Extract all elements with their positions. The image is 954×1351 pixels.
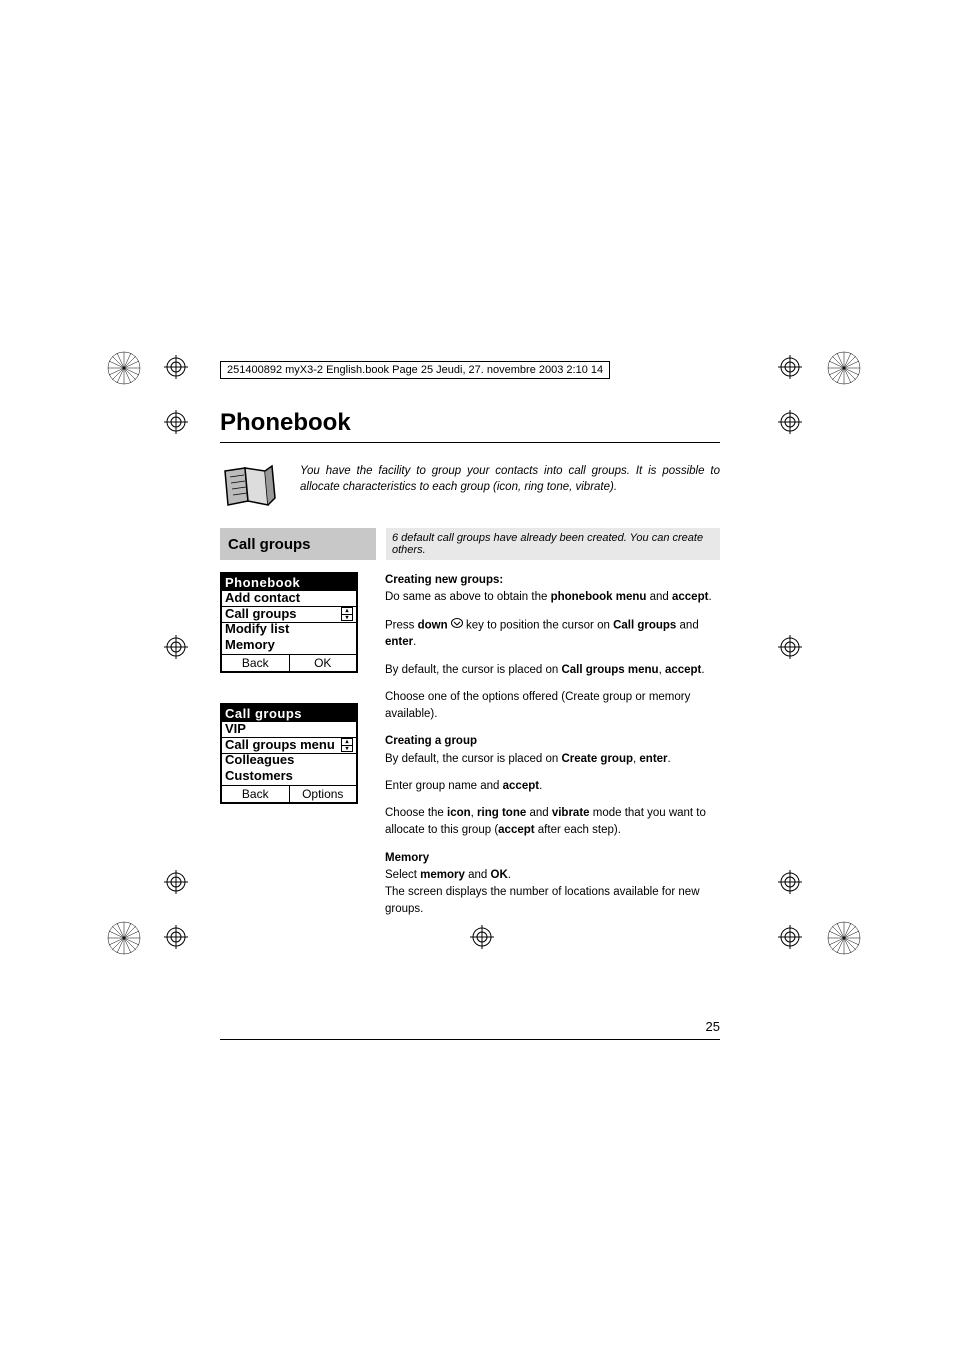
bold-term: vibrate <box>552 807 590 819</box>
section-heading: Call groups <box>220 528 376 560</box>
screen-title: Phonebook <box>222 574 356 591</box>
registration-mark <box>778 635 802 659</box>
bold-term: enter <box>639 753 667 765</box>
body-text: . <box>539 780 542 792</box>
spinner-icon: ▴▾ <box>341 607 353 621</box>
subheading: Memory <box>385 852 429 864</box>
screen-title: Call groups <box>222 705 356 722</box>
registration-mark <box>778 870 802 894</box>
registration-mark <box>164 355 188 379</box>
menu-item: Add contact <box>222 591 356 607</box>
menu-item: VIP <box>222 722 356 738</box>
body-text: Press <box>385 619 418 631</box>
softkey-back: Back <box>222 786 290 802</box>
bold-term: enter <box>385 636 413 648</box>
softkey-options: Options <box>290 786 357 802</box>
bold-term: accept <box>503 780 539 792</box>
bold-term: Call groups <box>613 619 676 631</box>
bold-term: phonebook menu <box>551 591 647 603</box>
registration-mark <box>164 410 188 434</box>
body-text: Creating new groups: Do same as above to… <box>385 572 720 929</box>
subheading: Creating new groups: <box>385 574 503 586</box>
body-text: By default, the cursor is placed on <box>385 753 561 765</box>
body-text: Choose the <box>385 807 447 819</box>
bold-term: accept <box>665 664 701 676</box>
color-burst-icon <box>826 350 862 386</box>
document-header: 251400892 myX3-2 English.book Page 25 Je… <box>220 361 610 379</box>
menu-item: Customers <box>222 769 356 785</box>
bold-term: accept <box>498 824 534 836</box>
bold-term: accept <box>672 591 708 603</box>
down-key-icon <box>451 617 463 634</box>
menu-item-label: Call groups <box>225 607 297 622</box>
subheading: Creating a group <box>385 735 477 747</box>
body-text: Choose one of the options offered (Creat… <box>385 689 720 724</box>
body-text: . <box>508 869 511 881</box>
bold-term: Call groups menu <box>561 664 658 676</box>
body-text: Select <box>385 869 420 881</box>
body-text: and <box>526 807 552 819</box>
body-text: . <box>668 753 671 765</box>
body-text: and <box>646 591 672 603</box>
softkey-ok: OK <box>290 655 357 671</box>
footer-rule <box>220 1039 720 1040</box>
bold-term: Create group <box>561 753 633 765</box>
body-text: Do same as above to obtain the <box>385 591 551 603</box>
body-text: . <box>413 636 416 648</box>
menu-item-selected: Call groups menu ▴▾ <box>221 737 357 754</box>
body-text: key to position the cursor on <box>466 619 613 631</box>
body-text: after each step). <box>535 824 621 836</box>
body-text: . <box>708 591 711 603</box>
registration-mark <box>778 410 802 434</box>
title-rule <box>220 442 720 443</box>
color-burst-icon <box>106 920 142 956</box>
intro-text: You have the facility to group your cont… <box>300 463 720 508</box>
menu-item: Memory <box>222 638 356 654</box>
phone-screen-phonebook: Phonebook Add contact Call groups ▴▾ Mod… <box>220 572 358 673</box>
softkey-back: Back <box>222 655 290 671</box>
menu-item: Colleagues <box>222 753 356 769</box>
body-text: and <box>465 869 491 881</box>
bold-term: icon <box>447 807 471 819</box>
registration-mark <box>778 355 802 379</box>
section-tagline: 6 default call groups have already been … <box>386 528 720 560</box>
registration-mark <box>778 925 802 949</box>
registration-mark <box>164 925 188 949</box>
menu-item-selected: Call groups ▴▾ <box>221 606 357 623</box>
color-burst-icon <box>106 350 142 386</box>
color-burst-icon <box>826 920 862 956</box>
body-text: . <box>701 664 704 676</box>
registration-mark <box>164 635 188 659</box>
spinner-icon: ▴▾ <box>341 738 353 752</box>
phonebook-icon <box>220 463 280 508</box>
body-text: By default, the cursor is placed on <box>385 664 561 676</box>
page-number: 25 <box>220 1019 720 1034</box>
bold-term: down <box>418 619 448 631</box>
menu-item: Modify list <box>222 622 356 638</box>
bold-term: ring tone <box>477 807 526 819</box>
bold-term: OK <box>491 869 508 881</box>
body-text: The screen displays the number of locati… <box>385 886 700 915</box>
bold-term: memory <box>420 869 465 881</box>
registration-mark <box>164 870 188 894</box>
phone-screen-callgroups: Call groups VIP Call groups menu ▴▾ Coll… <box>220 703 358 804</box>
body-text: Enter group name and <box>385 780 503 792</box>
menu-item-label: Call groups menu <box>225 738 335 753</box>
page-title: Phonebook <box>220 409 720 437</box>
body-text: and <box>676 619 698 631</box>
